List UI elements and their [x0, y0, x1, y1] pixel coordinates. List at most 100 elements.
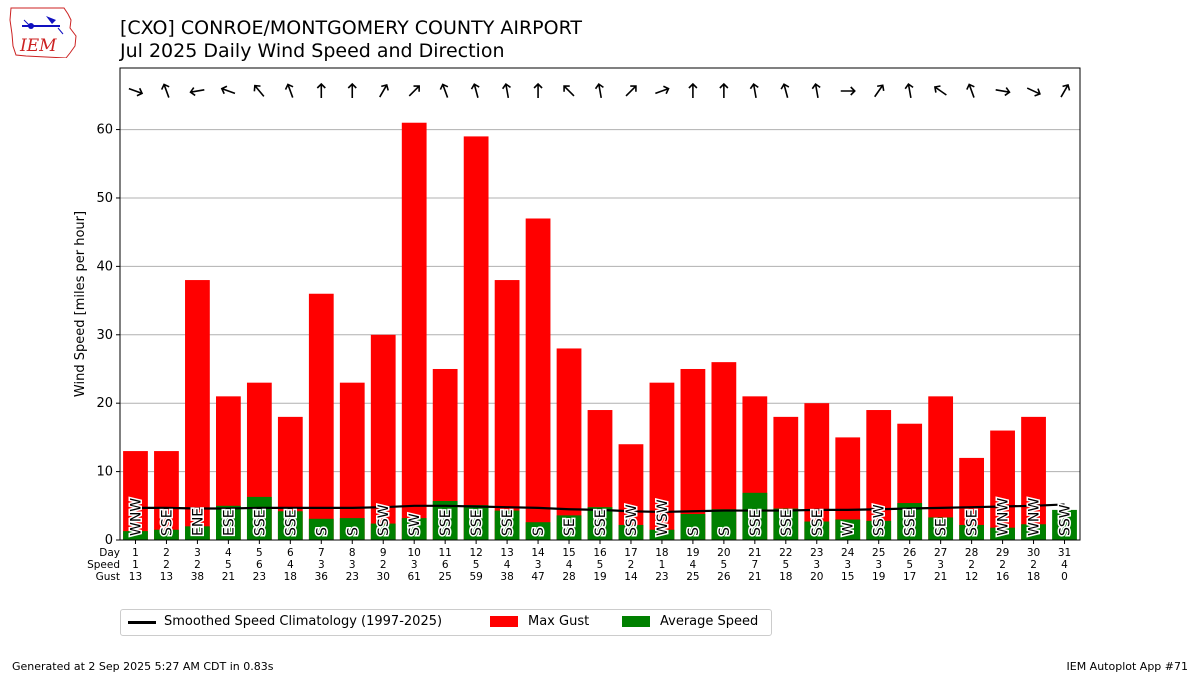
speed-bar: [525, 522, 551, 540]
wind-direction-arrow: [1026, 87, 1041, 97]
table-gust-value: 38: [500, 571, 513, 583]
gust-bar: [154, 451, 179, 540]
table-gust-value: 20: [810, 571, 823, 583]
table-gust-value: 21: [934, 571, 947, 583]
table-gust-value: 12: [965, 571, 978, 583]
table-gust-value: 18: [284, 571, 297, 583]
table-gust-value: 38: [191, 571, 204, 583]
x-tick-label-day: 8: [349, 547, 356, 559]
speed-bar: [216, 505, 241, 540]
wind-direction-arrow: [904, 82, 914, 99]
table-speed-value: 3: [875, 559, 882, 571]
table-speed-value: 5: [906, 559, 913, 571]
x-tick-label-day: 27: [934, 547, 947, 559]
table-gust-value: 30: [377, 571, 390, 583]
speed-bar: [556, 515, 582, 540]
gust-bar: [990, 430, 1015, 540]
wind-direction-arrow: [128, 87, 144, 97]
table-gust-value: 19: [593, 571, 606, 583]
table-speed-value: 6: [442, 559, 449, 571]
x-tick-label-day: 6: [287, 547, 294, 559]
table-gust-value: 25: [686, 571, 699, 583]
gust-bar: [185, 280, 210, 540]
x-tick-label-day: 26: [903, 547, 917, 559]
table-speed-value: 2: [194, 559, 201, 571]
legend-climo-label: Smoothed Speed Climatology (1997-2025): [164, 614, 443, 629]
wind-direction-arrow: [189, 87, 205, 97]
x-tick-label-day: 3: [194, 547, 201, 559]
direction-label: ESE: [221, 509, 237, 536]
table-gust-value: 21: [748, 571, 761, 583]
wind-direction-arrow: [347, 82, 357, 98]
speed-bar: [649, 529, 675, 540]
wind-direction-arrow: [995, 87, 1011, 97]
wind-direction-arrow: [220, 85, 236, 95]
table-speed-value: 6: [256, 559, 263, 571]
x-tick-label-day: 28: [965, 547, 978, 559]
table-gust-value: 47: [531, 571, 544, 583]
table-gust-value: 18: [779, 571, 792, 583]
direction-label: SSE: [500, 509, 516, 536]
wind-direction-arrow: [780, 83, 790, 98]
table-speed-value: 4: [1061, 559, 1068, 571]
direction-label: SE: [562, 518, 578, 536]
speed-bar: [804, 521, 830, 540]
speed-bar: [339, 518, 365, 540]
speed-bar: [928, 517, 954, 540]
speed-bar: [277, 511, 303, 540]
x-tick-label-day: 31: [1058, 547, 1071, 559]
wind-direction-arrow: [625, 85, 637, 97]
direction-label: SSE: [810, 509, 826, 536]
speed-bar: [680, 514, 706, 540]
table-speed-value: 2: [1030, 559, 1037, 571]
wind-direction-arrow: [316, 82, 326, 98]
table-speed-value: 4: [690, 559, 697, 571]
gust-bar: [618, 444, 644, 540]
table-speed-value: 1: [659, 559, 666, 571]
direction-label: SSW: [624, 504, 640, 536]
direction-label: S: [314, 527, 330, 536]
table-gust-value: 15: [841, 571, 854, 583]
table-speed-value: 3: [535, 559, 542, 571]
speed-bar: [742, 492, 768, 540]
gust-bar: [804, 403, 830, 540]
chart-title: [CXO] CONROE/MONTGOMERY COUNTY AIRPORT: [120, 17, 582, 39]
x-tick-label-day: 19: [686, 547, 699, 559]
wind-direction-arrow: [655, 85, 670, 95]
gust-bar: [401, 122, 427, 540]
y-tick-label: 50: [96, 191, 113, 206]
wind-direction-arrow: [811, 82, 821, 99]
x-tick-label-day: 11: [438, 547, 451, 559]
direction-label: S: [717, 527, 733, 536]
gust-bar: [123, 451, 148, 540]
speed-bar: [835, 519, 861, 540]
table-gust-value: 16: [996, 571, 1010, 583]
direction-label: SE: [934, 518, 950, 536]
speed-bar: [370, 523, 396, 540]
x-tick-label-day: 10: [408, 547, 421, 559]
direction-label: S: [686, 527, 702, 536]
table-gust-value: 23: [655, 571, 668, 583]
speed-bar: [463, 505, 489, 540]
wind-direction-arrow: [533, 82, 543, 98]
speed-bar: [401, 518, 427, 540]
y-tick-label: 20: [96, 396, 113, 411]
wind-direction-arrow: [284, 83, 294, 98]
table-row-label-speed: Speed: [87, 559, 120, 571]
legend-gust-label: Max Gust: [528, 614, 590, 629]
logo-text: IEM: [19, 36, 57, 56]
wind-direction-arrow: [594, 82, 604, 99]
speed-bar: [123, 531, 148, 540]
table-speed-value: 1: [132, 559, 139, 571]
y-tick-label: 30: [96, 328, 113, 343]
legend-climo-swatch: [128, 621, 156, 624]
x-tick-label-day: 14: [531, 547, 545, 559]
gust-bar: [525, 218, 551, 541]
table-speed-value: 7: [751, 559, 758, 571]
direction-label: WNW: [996, 498, 1012, 536]
table-speed-value: 2: [163, 559, 170, 571]
x-tick-label-day: 12: [469, 547, 482, 559]
speed-bar: [587, 507, 613, 540]
table-gust-value: 61: [408, 571, 421, 583]
